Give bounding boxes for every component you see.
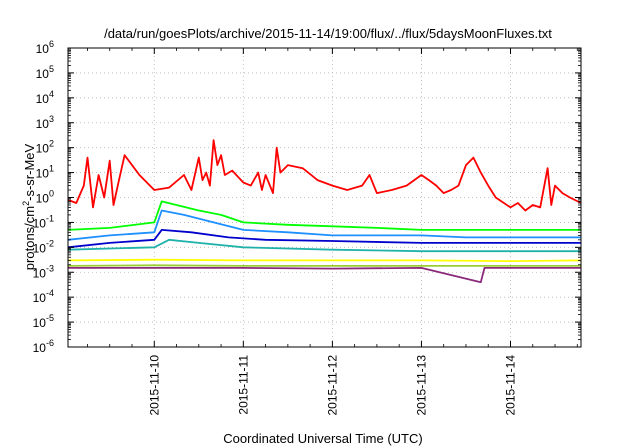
y-tick-label: 100 xyxy=(36,189,54,206)
y-tick-label: 10-4 xyxy=(33,288,54,305)
y-tick-label: 101 xyxy=(36,164,54,181)
y-tick-exponent: 1 xyxy=(49,164,54,174)
y-tick-label: 103 xyxy=(36,114,54,131)
chart-title: /data/run/goesPlots/archive/2015-11-14/1… xyxy=(104,26,552,41)
y-tick-exponent: 3 xyxy=(49,114,54,124)
y-tick-exponent: -1 xyxy=(46,213,54,223)
y-tick-label: 10-3 xyxy=(33,263,54,280)
x-axis-label: Coordinated Universal Time (UTC) xyxy=(223,431,422,446)
x-tick-label: 2015-11-14 xyxy=(503,355,517,416)
y-tick-base: 10 xyxy=(33,291,47,305)
y-tick-exponent: 2 xyxy=(49,139,54,149)
x-tick-label: 2015-11-12 xyxy=(325,355,339,416)
y-tick-base: 10 xyxy=(36,192,50,206)
y-tick-exponent: 6 xyxy=(49,39,54,49)
y-tick-label: 10-6 xyxy=(33,338,54,355)
y-tick-label: 102 xyxy=(36,139,54,156)
y-tick-exponent: 0 xyxy=(49,189,54,199)
series-line-7 xyxy=(67,264,581,267)
series-line-6 xyxy=(67,258,582,262)
y-tick-exponent: -4 xyxy=(46,288,54,298)
y-tick-base: 10 xyxy=(36,67,50,81)
y-axis-label: protons/cm2-s-sr-MeV xyxy=(21,143,37,270)
y-tick-label: 104 xyxy=(36,89,54,106)
y-tick-exponent: -5 xyxy=(46,313,54,323)
y-tick-exponent: -3 xyxy=(46,263,54,273)
x-tick-label: 2015-11-11 xyxy=(236,355,250,415)
y-tick-base: 10 xyxy=(33,241,47,255)
y-tick-label: 10-5 xyxy=(33,313,54,330)
x-tick-label: 2015-11-13 xyxy=(414,355,428,416)
y-axis-label-base: protons/cm xyxy=(22,206,37,270)
y-tick-exponent: -6 xyxy=(46,338,54,348)
y-tick-base: 10 xyxy=(33,266,47,280)
y-tick-base: 10 xyxy=(33,216,47,230)
series-line-1 xyxy=(67,139,582,212)
y-tick-exponent: -2 xyxy=(46,238,54,248)
y-axis: 10-610-510-410-310-210-11001011021031041… xyxy=(33,39,581,355)
series-line-2 xyxy=(67,200,581,231)
series-line-8 xyxy=(68,267,581,284)
y-tick-exponent: 5 xyxy=(49,64,54,74)
y-tick-base: 10 xyxy=(36,167,50,181)
grid xyxy=(68,48,581,347)
series-line-5 xyxy=(67,238,581,253)
series-line-3 xyxy=(67,209,581,241)
y-tick-base: 10 xyxy=(36,117,50,131)
y-axis-label-sup: 2 xyxy=(21,201,31,206)
y-tick-base: 10 xyxy=(36,42,50,56)
y-tick-base: 10 xyxy=(33,316,47,330)
y-tick-label: 105 xyxy=(36,64,54,81)
y-tick-base: 10 xyxy=(36,142,50,156)
series-line-4 xyxy=(67,229,581,249)
y-tick-label: 10-2 xyxy=(33,238,54,255)
y-tick-label: 10-1 xyxy=(33,213,54,230)
y-tick-base: 10 xyxy=(36,92,50,106)
y-tick-label: 106 xyxy=(36,39,54,56)
y-axis-label-rest: -s-sr-MeV xyxy=(22,143,37,200)
x-axis: 2015-11-10 2015-11-11 2015-11-12 2015-11-13… xyxy=(87,48,578,416)
x-tick-label: 2015-11-10 xyxy=(147,355,161,416)
series-group xyxy=(67,139,582,284)
y-tick-exponent: 4 xyxy=(49,89,54,99)
y-tick-base: 10 xyxy=(33,341,47,355)
